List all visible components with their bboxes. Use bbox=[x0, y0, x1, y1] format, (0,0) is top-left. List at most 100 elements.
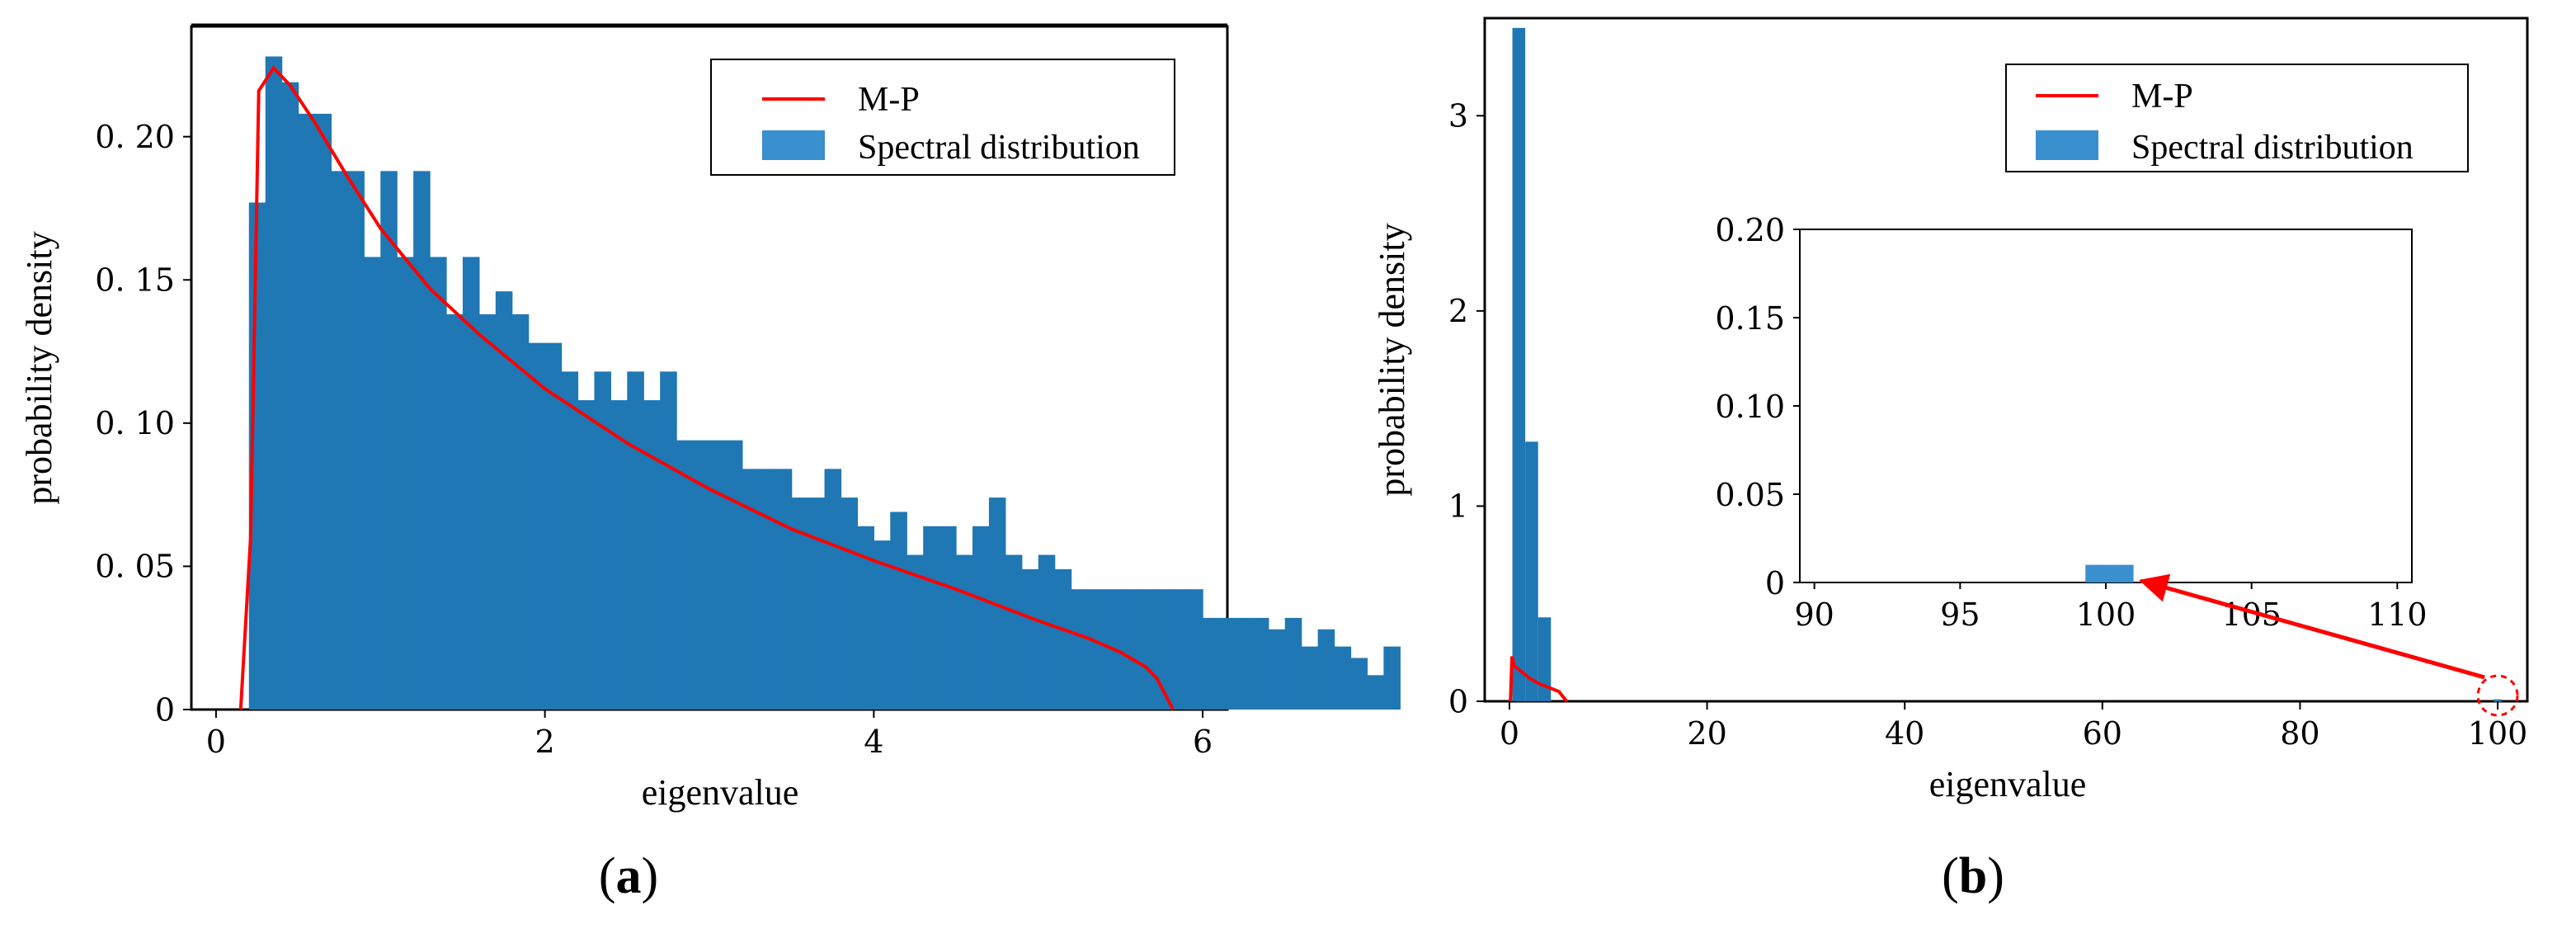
histogram-bar bbox=[1367, 675, 1384, 710]
y-tick-label: 3 bbox=[1448, 98, 1468, 134]
caption-close: ) bbox=[642, 848, 659, 904]
histogram-bar bbox=[430, 257, 447, 710]
caption-letter: a bbox=[616, 848, 642, 904]
inset-y-ticks: 0 0.05 0.10 0.15 0.20 bbox=[1715, 212, 1800, 601]
histogram-bar bbox=[890, 512, 907, 710]
histogram-bar bbox=[1268, 629, 1286, 710]
histogram-bar bbox=[1021, 568, 1039, 710]
histogram-bar bbox=[1334, 646, 1352, 710]
histogram-bar bbox=[478, 314, 497, 710]
histogram-bar bbox=[1071, 589, 1089, 710]
histogram-bar bbox=[314, 113, 332, 710]
caption-open: ( bbox=[599, 848, 616, 904]
histogram-bar bbox=[725, 440, 743, 710]
x-tick-label: 60 bbox=[2083, 715, 2122, 752]
x-tick-label: 90 bbox=[1794, 597, 1834, 633]
histogram-bar bbox=[281, 82, 299, 710]
plot-frame bbox=[1483, 17, 2529, 703]
y-tick-label: 0. 20 bbox=[95, 119, 175, 155]
y-tick-label: 0.10 bbox=[1715, 389, 1785, 425]
zoom-arrow bbox=[2138, 573, 2485, 680]
x-tick-label: 0 bbox=[206, 724, 226, 760]
x-tick-label: 95 bbox=[1940, 597, 1980, 633]
y-tick-label: 0 bbox=[155, 691, 175, 728]
histogram-bar bbox=[528, 342, 546, 710]
histogram-bar bbox=[676, 440, 694, 710]
histogram-bar bbox=[1170, 589, 1187, 710]
y-tick-label: 0. 05 bbox=[95, 549, 175, 585]
histogram-bar bbox=[693, 440, 710, 710]
histogram-bar bbox=[1219, 617, 1236, 710]
histogram-bar bbox=[791, 498, 809, 710]
histogram-bar bbox=[1137, 589, 1154, 710]
x-axis-label: eigenvalue bbox=[1929, 764, 2087, 804]
histogram-bar bbox=[923, 526, 940, 710]
histogram-bar bbox=[413, 171, 431, 710]
x-ticks: 0 20 40 60 80 100 bbox=[1500, 701, 2527, 752]
histogram-bar bbox=[709, 440, 727, 710]
inset-frame bbox=[1799, 229, 2413, 583]
histogram-bar bbox=[1203, 617, 1220, 710]
y-ticks: 0 0. 05 0. 10 0. 15 0. 20 bbox=[95, 119, 191, 728]
x-tick-label: 20 bbox=[1687, 715, 1726, 752]
histogram-bar bbox=[1284, 617, 1302, 710]
y-ticks: 0 1 2 3 bbox=[1448, 98, 1485, 719]
y-axis-label: probability density bbox=[1372, 223, 1412, 496]
histogram-bar bbox=[1186, 589, 1203, 710]
histogram-bar bbox=[511, 314, 530, 710]
histogram-bar bbox=[347, 171, 365, 710]
histogram-bar bbox=[364, 257, 381, 710]
histogram-bar bbox=[1251, 617, 1269, 710]
x-tick-label: 6 bbox=[1193, 724, 1213, 760]
x-tick-label: 100 bbox=[2076, 597, 2136, 633]
inset-plot: 90 95 100 105 110 0 0.05 0.10 0.15 0.20 bbox=[1715, 212, 2427, 633]
caption-letter: b bbox=[1959, 848, 1987, 904]
y-tick-label: 0. 10 bbox=[95, 405, 175, 441]
histogram-bar bbox=[610, 400, 628, 710]
histogram-bar bbox=[874, 540, 891, 710]
histogram-bar bbox=[742, 469, 760, 710]
histogram-bar bbox=[1301, 646, 1319, 710]
caption-close: ) bbox=[1987, 848, 2004, 904]
histogram-bar bbox=[495, 291, 513, 710]
histogram-bar bbox=[577, 400, 596, 710]
x-tick-label: 105 bbox=[2221, 597, 2282, 633]
legend: M-P Spectral distribution bbox=[710, 59, 1175, 176]
histogram-bar bbox=[824, 469, 842, 710]
x-axis-label: eigenvalue bbox=[642, 772, 799, 813]
histogram-bar bbox=[446, 314, 464, 710]
histogram-bar bbox=[758, 469, 776, 710]
histogram-bar bbox=[561, 371, 579, 710]
x-tick-label: 4 bbox=[864, 724, 883, 760]
y-tick-label: 0 bbox=[1765, 565, 1785, 601]
panel-b: 0 20 40 60 80 100 0 1 2 3 eigenvalue probability… bbox=[1372, 17, 2529, 904]
legend: M-P Spectral distribution bbox=[2005, 64, 2469, 172]
x-tick-label: 80 bbox=[2280, 715, 2319, 752]
histogram-bar bbox=[1120, 589, 1137, 710]
histogram-bar bbox=[380, 171, 398, 710]
x-ticks: 0 2 4 6 bbox=[206, 710, 1213, 760]
zoom-highlight-circle bbox=[2476, 674, 2519, 717]
panel-a: 0 2 4 6 0 0. 05 0. 10 0. 15 0. 20 eigenvalue pr… bbox=[19, 23, 1401, 904]
x-tick-label: 0 bbox=[1500, 715, 1519, 752]
histogram-bar bbox=[331, 171, 348, 710]
x-tick-label: 2 bbox=[535, 724, 555, 760]
legend-bar-swatch bbox=[2036, 130, 2098, 160]
histogram-bar bbox=[544, 342, 563, 710]
legend-label-mp: M-P bbox=[858, 81, 920, 119]
x-tick-label: 40 bbox=[1885, 715, 1924, 752]
histogram-bar bbox=[1383, 646, 1401, 710]
histogram-bar bbox=[462, 257, 480, 710]
legend-bar-swatch bbox=[762, 130, 825, 160]
histogram-bar bbox=[1525, 441, 1538, 701]
histogram-bar bbox=[1538, 617, 1552, 701]
caption-a: (a) bbox=[599, 848, 658, 904]
inset-x-ticks: 90 95 100 105 110 bbox=[1794, 582, 2428, 633]
histogram-bar bbox=[298, 113, 316, 710]
inset-histogram-bar bbox=[2085, 564, 2134, 582]
x-tick-label: 110 bbox=[2367, 597, 2428, 633]
inset-bar-series bbox=[2085, 564, 2134, 582]
mp-curve bbox=[1509, 656, 1568, 703]
histogram-bar bbox=[940, 526, 957, 710]
